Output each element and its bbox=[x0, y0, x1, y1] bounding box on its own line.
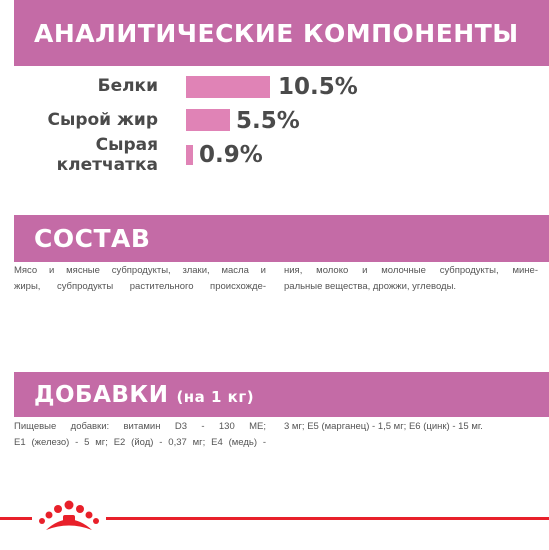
composition-line: ния, молоко и молочные субпродукты, мине… bbox=[284, 265, 538, 276]
composition-line: жиры, субпродукты растительного происхож… bbox=[14, 281, 266, 292]
additives-title: ДОБАВКИ bbox=[34, 381, 169, 408]
fat-bar bbox=[186, 109, 230, 131]
fat-label: Сырой жир bbox=[47, 110, 158, 130]
composition-col-1: Мясо и мясные субпродукты, злаки, масла … bbox=[14, 263, 266, 295]
fiber-bar bbox=[186, 145, 193, 165]
protein-bar bbox=[186, 76, 270, 98]
fiber-value: 0.9% bbox=[199, 142, 263, 168]
additives-line: Пищевые добавки: витамин D3 - 130 МЕ; bbox=[14, 421, 266, 432]
composition-header: СОСТАВ bbox=[14, 215, 549, 262]
fiber-label: Сырая клетчатка bbox=[57, 135, 158, 175]
additives-subtitle: (на 1 кг) bbox=[176, 387, 255, 406]
additives-header: ДОБАВКИ (на 1 кг) bbox=[14, 372, 549, 417]
composition-col-2: ния, молоко и молочные субпродукты, мине… bbox=[284, 263, 538, 295]
protein-label: Белки bbox=[97, 76, 158, 96]
royal-canin-crown-logo-icon bbox=[32, 499, 106, 535]
footer-red-line bbox=[0, 517, 549, 520]
fat-value: 5.5% bbox=[236, 108, 300, 134]
composition-line: ральные вещества, дрожжи, углеводы. bbox=[284, 281, 457, 292]
fiber-label-line1: Сырая bbox=[95, 135, 158, 155]
additives-col-2: 3 мг; Е5 (марганец) - 1,5 мг; Е6 (цинк) … bbox=[284, 419, 538, 435]
additives-line: 3 мг; Е5 (марганец) - 1,5 мг; Е6 (цинк) … bbox=[284, 421, 483, 432]
composition-line: Мясо и мясные субпродукты, злаки, масла … bbox=[14, 265, 266, 276]
analytics-title: АНАЛИТИЧЕСКИЕ КОМПОНЕНТЫ bbox=[34, 18, 519, 48]
fiber-label-line2: клетчатка bbox=[56, 155, 158, 175]
protein-value: 10.5% bbox=[278, 74, 358, 100]
composition-title: СОСТАВ bbox=[34, 224, 151, 253]
additives-line: Е1 (железо) - 5 мг; Е2 (йод) - 0,37 мг; … bbox=[14, 437, 266, 448]
additives-col-1: Пищевые добавки: витамин D3 - 130 МЕ; Е1… bbox=[14, 419, 266, 451]
analytics-header: АНАЛИТИЧЕСКИЕ КОМПОНЕНТЫ bbox=[14, 0, 549, 66]
